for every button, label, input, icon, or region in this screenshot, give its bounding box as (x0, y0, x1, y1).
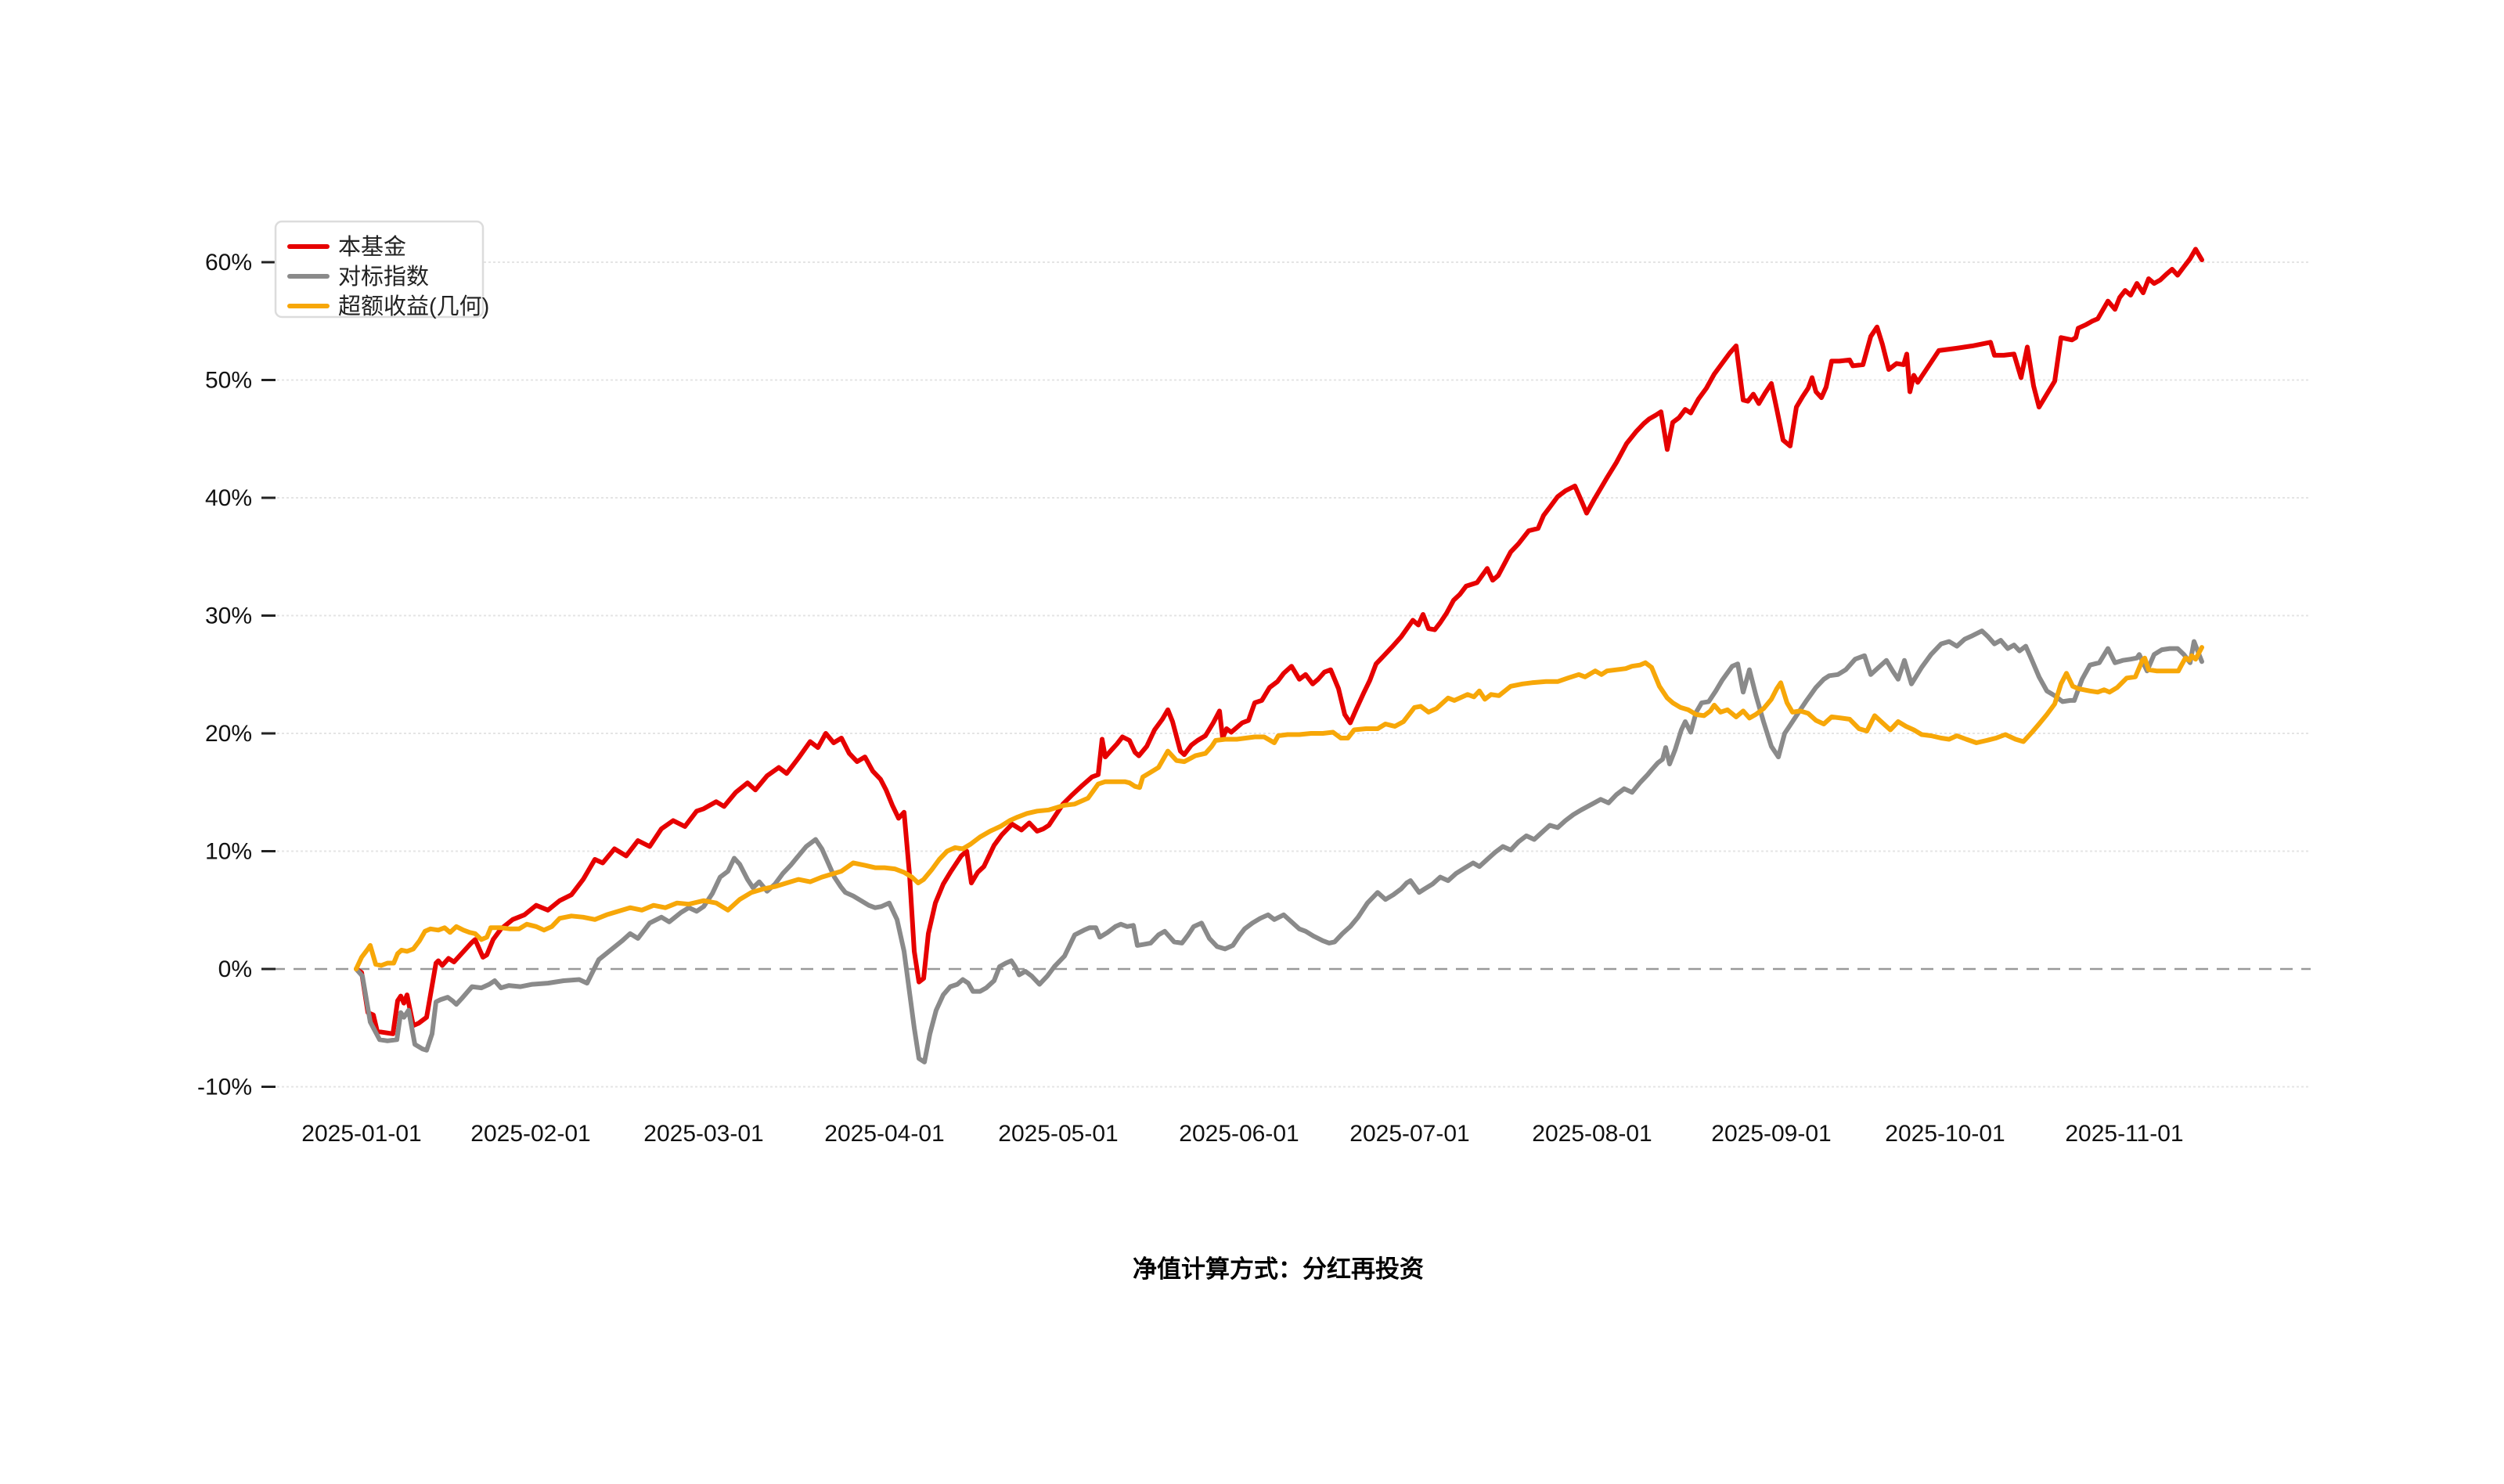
series-lines (354, 247, 2204, 1064)
y-axis-label: 20% (205, 721, 252, 747)
x-axis-label: 2025-10-01 (1885, 1121, 2005, 1147)
x-axis-label: 2025-01-01 (301, 1121, 421, 1147)
nav-calculation-caption: 净值计算方式：分红再投资 (1133, 1255, 1424, 1283)
y-axis-label: 50% (205, 368, 252, 394)
x-axis-label: 2025-11-01 (2065, 1121, 2183, 1147)
x-axis-label: 2025-03-01 (643, 1121, 763, 1147)
legend-label-benchmark: 对标指数 (338, 264, 429, 290)
x-axis-label: 2025-08-01 (1532, 1121, 1652, 1147)
series-line-2 (354, 645, 2204, 971)
legend-item-fund[interactable]: 本基金 (287, 234, 406, 260)
y-axis-label: -10% (197, 1075, 252, 1100)
x-axis-label: 2025-06-01 (1179, 1121, 1299, 1147)
x-axis-label: 2025-05-01 (998, 1121, 1118, 1147)
gridlines (272, 261, 2311, 1088)
legend-label-excess-return: 超额收益(几何) (338, 294, 489, 319)
legend-item-benchmark[interactable]: 对标指数 (287, 264, 429, 290)
y-axis-label: 10% (205, 839, 252, 865)
y-axis-label: 40% (205, 485, 252, 511)
x-axis-label: 2025-04-01 (824, 1121, 944, 1147)
y-axis: -10% 0% 10% 20% 30% 40% 50% 60% (197, 250, 276, 1100)
y-axis-label: 30% (205, 603, 252, 629)
x-axis-label: 2025-09-01 (1711, 1121, 1831, 1147)
legend-item-excess-return[interactable]: 超额收益(几何) (287, 294, 489, 319)
chart-legend: 本基金 对标指数 超额收益(几何) (274, 220, 489, 319)
series-line-0 (354, 247, 2204, 1036)
x-axis: 2025-01-01 2025-02-01 2025-03-01 2025-04-01… (301, 1121, 2183, 1147)
y-axis-label: 60% (205, 250, 252, 276)
legend-label-fund: 本基金 (338, 234, 406, 260)
x-axis-label: 2025-07-01 (1349, 1121, 1469, 1147)
y-axis-label: 0% (218, 956, 252, 982)
x-axis-label: 2025-02-01 (470, 1121, 590, 1147)
